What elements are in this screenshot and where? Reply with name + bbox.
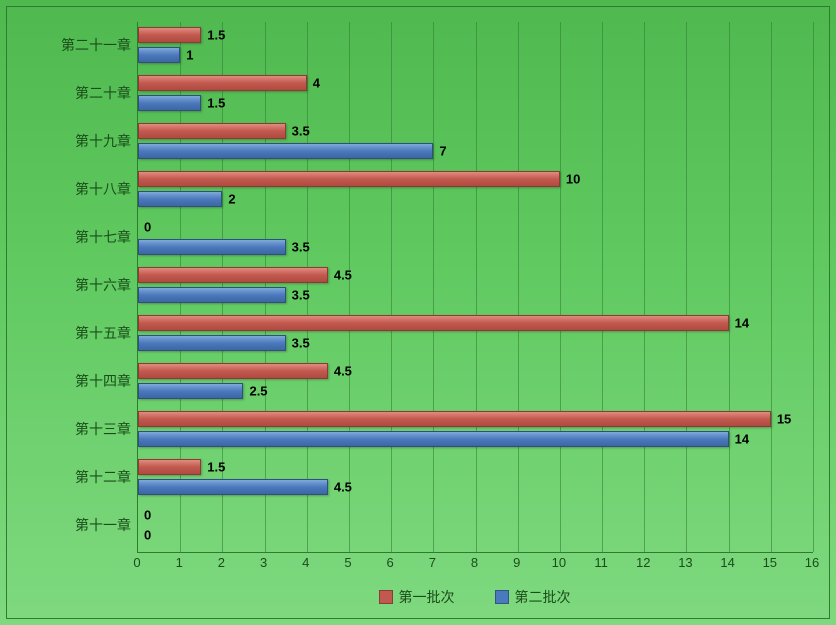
x-tick-label: 0: [133, 555, 140, 570]
bar-group: 41.5: [138, 75, 813, 111]
chart-container: 第二十一章第二十章第十九章第十八章第十七章第十六章第十五章第十四章第十三章第十二…: [0, 0, 836, 625]
plot-area: 1.5141.53.5710203.54.53.5143.54.52.51514…: [137, 22, 813, 553]
value-label-series-1: 14: [735, 316, 749, 331]
x-tick-label: 1: [176, 555, 183, 570]
bar-series-2: [138, 47, 180, 63]
y-category-label: 第二十章: [11, 83, 131, 103]
bar-series-2: [138, 431, 729, 447]
bar-series-2: [138, 143, 433, 159]
legend-swatch-blue: [495, 590, 509, 604]
legend-label-series-2: 第二批次: [515, 587, 571, 607]
x-tick-label: 11: [594, 555, 608, 570]
bar-series-1: [138, 27, 201, 43]
value-label-series-2: 2: [228, 192, 235, 207]
x-tick-label: 16: [805, 555, 819, 570]
x-tick-label: 5: [344, 555, 351, 570]
gridline: [813, 22, 814, 552]
x-tick-label: 9: [513, 555, 520, 570]
value-label-series-2: 3.5: [292, 336, 310, 351]
legend-item-series-2: 第二批次: [495, 587, 571, 607]
y-category-label: 第十三章: [11, 419, 131, 439]
value-label-series-2: 14: [735, 432, 749, 447]
bar-series-1: [138, 459, 201, 475]
bar-group: 4.5 3.5: [138, 267, 813, 303]
bar-series-2: [138, 287, 286, 303]
bar-series-2: [138, 95, 201, 111]
chart-inner-border: 第二十一章第二十章第十九章第十八章第十七章第十六章第十五章第十四章第十三章第十二…: [6, 6, 830, 619]
value-label-series-1: 15: [777, 412, 791, 427]
value-label-series-2: 7: [439, 144, 446, 159]
x-tick-label: 2: [218, 555, 225, 570]
bar-group: 03.5: [138, 219, 813, 255]
x-axis-tick-labels: 012345678910111213141516: [137, 555, 812, 575]
value-label-series-2: 1.5: [207, 96, 225, 111]
bar-group: 10 2: [138, 171, 813, 207]
bar-group: 1514: [138, 411, 813, 447]
x-tick-label: 4: [302, 555, 309, 570]
y-category-label: 第十八章: [11, 179, 131, 199]
value-label-series-1: 1.5: [207, 460, 225, 475]
bar-series-2: [138, 479, 328, 495]
bar-series-1: [138, 171, 560, 187]
y-category-label: 第二十一章: [11, 35, 131, 55]
bar-series-2: [138, 383, 243, 399]
value-label-series-2: 0: [144, 528, 151, 543]
x-tick-label: 15: [763, 555, 777, 570]
bar-group: 1.51: [138, 27, 813, 63]
y-category-label: 第十六章: [11, 275, 131, 295]
bar-series-1: [138, 267, 328, 283]
value-label-series-1: 3.5: [292, 124, 310, 139]
value-label-series-1: 1.5: [207, 28, 225, 43]
y-category-label: 第十九章: [11, 131, 131, 151]
value-label-series-1: 4.5: [334, 268, 352, 283]
y-axis-category-labels: 第二十一章第二十章第十九章第十八章第十七章第十六章第十五章第十四章第十三章第十二…: [7, 22, 131, 552]
value-label-series-1: 4: [313, 76, 320, 91]
x-tick-label: 13: [678, 555, 692, 570]
bar-series-1: [138, 315, 729, 331]
bar-group: 3.57: [138, 123, 813, 159]
x-tick-label: 3: [260, 555, 267, 570]
value-label-series-1: 0: [144, 508, 151, 523]
legend-item-series-1: 第一批次: [379, 587, 455, 607]
bar-group: 143.5: [138, 315, 813, 351]
x-tick-label: 8: [471, 555, 478, 570]
bar-series-2: [138, 191, 222, 207]
x-tick-label: 7: [429, 555, 436, 570]
bar-group: 4.5 2.5: [138, 363, 813, 399]
y-category-label: 第十四章: [11, 371, 131, 391]
x-tick-label: 14: [720, 555, 734, 570]
value-label-series-2: 2.5: [249, 384, 267, 399]
value-label-series-1: 0: [144, 220, 151, 235]
bar-series-1: [138, 363, 328, 379]
legend: 第一批次 第二批次: [137, 585, 812, 609]
x-tick-label: 12: [636, 555, 650, 570]
y-category-label: 第十五章: [11, 323, 131, 343]
legend-swatch-red: [379, 590, 393, 604]
value-label-series-1: 4.5: [334, 364, 352, 379]
x-tick-label: 10: [552, 555, 566, 570]
bar-series-1: [138, 411, 771, 427]
bar-group: 00: [138, 507, 813, 543]
bar-series-2: [138, 239, 286, 255]
bar-group: 1.5 4.5: [138, 459, 813, 495]
value-label-series-1: 10: [566, 172, 580, 187]
x-tick-label: 6: [387, 555, 394, 570]
y-category-label: 第十一章: [11, 515, 131, 535]
bar-series-1: [138, 123, 286, 139]
legend-label-series-1: 第一批次: [399, 587, 455, 607]
y-category-label: 第十七章: [11, 227, 131, 247]
value-label-series-2: 3.5: [292, 288, 310, 303]
bar-series-1: [138, 75, 307, 91]
value-label-series-2: 4.5: [334, 480, 352, 495]
value-label-series-2: 1: [186, 48, 193, 63]
y-category-label: 第十二章: [11, 467, 131, 487]
bar-series-2: [138, 335, 286, 351]
value-label-series-2: 3.5: [292, 240, 310, 255]
